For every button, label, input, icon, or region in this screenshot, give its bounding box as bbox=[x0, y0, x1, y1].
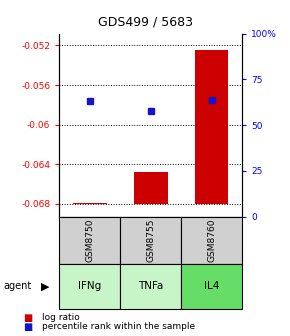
Bar bbox=[134, 172, 168, 204]
Text: IFNg: IFNg bbox=[78, 282, 102, 291]
FancyBboxPatch shape bbox=[181, 264, 242, 309]
FancyBboxPatch shape bbox=[120, 264, 181, 309]
Bar bbox=[73, 203, 107, 204]
FancyBboxPatch shape bbox=[120, 217, 181, 264]
FancyBboxPatch shape bbox=[59, 217, 120, 264]
Text: percentile rank within the sample: percentile rank within the sample bbox=[42, 323, 195, 331]
Text: log ratio: log ratio bbox=[42, 313, 80, 322]
Text: GDS499 / 5683: GDS499 / 5683 bbox=[97, 15, 193, 28]
Text: ■: ■ bbox=[23, 312, 32, 323]
Text: TNFa: TNFa bbox=[138, 282, 164, 291]
Text: GSM8755: GSM8755 bbox=[146, 218, 155, 262]
Text: ■: ■ bbox=[23, 322, 32, 332]
Text: agent: agent bbox=[3, 281, 31, 291]
FancyBboxPatch shape bbox=[59, 264, 120, 309]
Text: GSM8750: GSM8750 bbox=[85, 218, 95, 262]
Bar bbox=[195, 50, 229, 204]
FancyBboxPatch shape bbox=[181, 217, 242, 264]
Text: IL4: IL4 bbox=[204, 282, 220, 291]
Text: ▶: ▶ bbox=[41, 281, 49, 291]
Text: GSM8760: GSM8760 bbox=[207, 218, 216, 262]
